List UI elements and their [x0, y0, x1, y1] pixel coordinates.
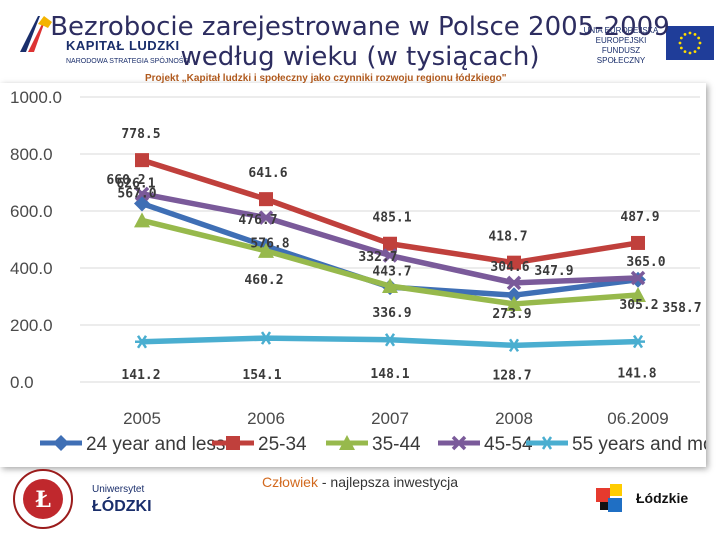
data-label: 460.2: [244, 273, 283, 288]
series-5-point: [383, 333, 397, 347]
data-label: 567.0: [117, 186, 156, 201]
lodzkie-emblem-icon: [596, 484, 622, 512]
data-label: 273.9: [492, 307, 531, 322]
legend-marker-5: [540, 436, 554, 450]
footer-slogan: Człowiek - najlepsza inwestycja: [0, 474, 720, 490]
legend-label: 35-44: [372, 434, 421, 455]
data-label: 443.7: [372, 265, 411, 280]
series-5-point: [507, 338, 521, 353]
data-label: 358.7: [662, 301, 701, 316]
data-label: 641.6: [248, 166, 287, 181]
legend-label: 25-34: [258, 434, 307, 455]
series-4-point: [134, 186, 150, 202]
x-tick-label: 2007: [371, 409, 409, 428]
data-label: 365.0: [626, 255, 665, 270]
data-label: 332.7: [358, 250, 397, 265]
data-label: 626.1: [116, 177, 155, 192]
data-label: 660.2: [106, 173, 145, 188]
x-tick-label: 2006: [247, 409, 285, 428]
y-tick-label: 400.0: [10, 259, 53, 278]
series-5-point: [259, 331, 273, 345]
data-label: 154.1: [242, 368, 281, 383]
y-tick-label: 600.0: [10, 202, 53, 221]
legend-marker-1: [53, 435, 69, 451]
eu-fund-text: UNIA EUROPEJSKA EUROPEJSKI FUNDUSZ SPOŁE…: [583, 26, 659, 65]
eu-flag-icon: [666, 26, 714, 60]
title-line-1: Bezrobocie zarejestrowane w Polsce 2005-…: [50, 12, 670, 42]
series-4-point: [630, 270, 646, 286]
footer-rest: - najlepsza inwestycja: [317, 474, 459, 490]
series-2-point: [631, 235, 645, 250]
university-name-line-2: ŁÓDZKI: [92, 498, 152, 515]
x-tick-label: 2008: [495, 409, 533, 428]
y-tick-label: 200.0: [10, 316, 53, 335]
university-seal-icon: Ł: [13, 469, 73, 529]
footer-highlight: Człowiek: [261, 474, 318, 490]
data-label: 576.8: [250, 237, 289, 252]
data-label: 778.5: [121, 127, 160, 142]
data-label: 304.6: [490, 260, 529, 275]
university-name-line-1: Uniwersytet: [92, 484, 145, 495]
series-1-point: [134, 195, 150, 212]
data-label: 141.8: [617, 367, 656, 382]
y-tick-label: 800.0: [10, 145, 53, 164]
y-tick-label: 0.0: [10, 373, 34, 392]
data-label: 347.9: [534, 264, 573, 279]
slide-title: Bezrobocie zarejestrowane w Polsce 2005-…: [0, 12, 720, 72]
y-tick-label: 1000.0: [10, 88, 62, 107]
data-label: 148.1: [370, 367, 409, 382]
lodzkie-name: Łódzkie: [636, 490, 689, 506]
series-3-point: [630, 287, 646, 303]
university-logo: Ł Uniwersytet ŁÓDZKI: [12, 466, 162, 532]
legend-marker-4: [451, 435, 467, 451]
data-label: 128.7: [492, 368, 531, 383]
data-label: 485.1: [372, 211, 411, 226]
legend-label: 45-54: [484, 434, 533, 455]
series-2-point: [259, 192, 273, 207]
data-label: 141.2: [121, 368, 160, 383]
data-label: 305.2: [619, 298, 658, 313]
kapital-ludzki-emblem-icon: [16, 14, 58, 56]
legend-label: 24 year and less: [86, 434, 225, 455]
unemployment-line-chart: 0.0 200.0 400.0 600.0 800.0 1000.0 2005 2006 200…: [10, 88, 706, 455]
svg-text:Ł: Ł: [35, 487, 51, 513]
series-2-point: [507, 255, 521, 270]
series-1-point: [506, 287, 522, 304]
series-5-point: [135, 335, 149, 349]
series-4-point: [506, 275, 522, 291]
series-3-point: [382, 277, 398, 293]
kapital-ludzki-logo: KAPITAŁ LUDZKI NARODOWA STRATEGIA SPÓJNO…: [14, 12, 224, 72]
series-4-point: [258, 210, 274, 225]
data-label: 336.9: [372, 306, 411, 321]
series-2-point: [383, 236, 397, 251]
legend-marker-2: [226, 436, 240, 450]
title-line-2: według wieku (w tysiącach): [180, 42, 540, 72]
data-label: 487.9: [620, 210, 659, 225]
legend-label: 55 years and more: [572, 434, 706, 455]
eu-logo: UNIA EUROPEJSKA EUROPEJSKI FUNDUSZ SPOŁE…: [560, 14, 716, 68]
legend-marker-3: [339, 435, 355, 450]
kapital-ludzki-name: KAPITAŁ LUDZKI: [66, 38, 180, 53]
series-4-point: [382, 248, 398, 263]
data-label: 476.7: [238, 213, 277, 228]
data-label: 418.7: [488, 230, 527, 245]
series-3-point: [134, 212, 150, 228]
x-tick-label: 2005: [123, 409, 161, 428]
lodzkie-logo: Łódzkie: [594, 478, 714, 518]
x-tick-label: 06.2009: [607, 409, 668, 428]
series-3-point: [258, 242, 274, 258]
kapital-ludzki-subtitle: NARODOWA STRATEGIA SPÓJNOŚCI: [66, 58, 191, 65]
series-3-point: [506, 295, 522, 311]
project-line: Projekt „Kapitał ludzki i społeczny jako…: [145, 73, 507, 84]
series-5-point: [631, 334, 645, 349]
series-2-point: [135, 153, 149, 168]
